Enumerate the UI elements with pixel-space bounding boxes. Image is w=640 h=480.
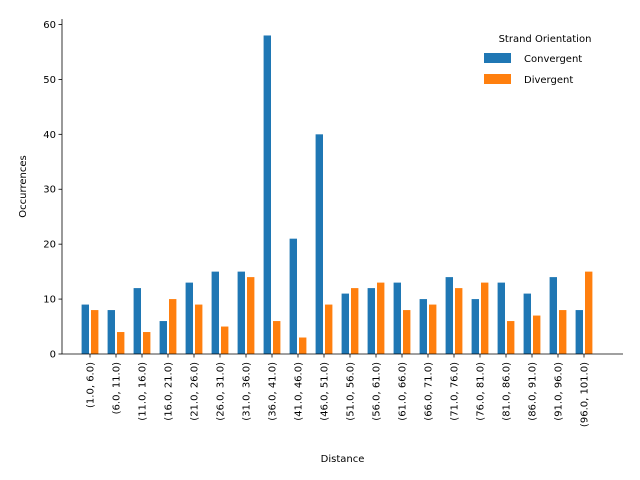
- x-tick-label-12: (61.0, 66.0): [398, 362, 409, 421]
- x-axis-ticks: (1.0, 6.0) (6.0, 11.0) (11.0, 16.0) (16.0, …: [86, 354, 591, 427]
- x-tick-label-4: (21.0, 26.0): [190, 362, 201, 421]
- bar-divergent-15: [481, 282, 489, 354]
- bar-divergent-19: [585, 271, 593, 354]
- bar-divergent-5: [221, 326, 229, 354]
- x-tick-label-2: (11.0, 16.0): [138, 362, 149, 421]
- bar-convergent-10: [341, 293, 349, 354]
- x-tick-label-13: (66.0, 71.0): [424, 362, 435, 421]
- x-tick-label-0: (1.0, 6.0): [86, 362, 97, 408]
- bar-divergent-3: [169, 299, 177, 354]
- bar-divergent-6: [247, 277, 255, 354]
- bar-divergent-7: [273, 321, 281, 354]
- bar-divergent-13: [429, 304, 437, 354]
- legend-swatch-convergent: [484, 53, 511, 63]
- bar-convergent-2: [133, 288, 141, 354]
- bar-divergent-9: [325, 304, 333, 354]
- x-tick-label-3: (16.0, 21.0): [164, 362, 175, 421]
- bar-divergent-4: [195, 304, 203, 354]
- bar-convergent-4: [185, 282, 193, 354]
- x-tick-label-5: (26.0, 31.0): [216, 362, 227, 421]
- y-tick-label-1: 10: [43, 295, 56, 306]
- x-tick-label-14: (71.0, 76.0): [450, 362, 461, 421]
- bar-convergent-14: [445, 277, 453, 354]
- x-tick-label-7: (36.0, 41.0): [268, 362, 279, 421]
- bar-divergent-8: [299, 337, 307, 354]
- y-axis-label: Occurrences: [18, 155, 29, 217]
- bar-divergent-14: [455, 288, 463, 354]
- bar-divergent-17: [533, 315, 541, 354]
- bar-convergent-19: [575, 310, 583, 354]
- bar-convergent-1: [107, 310, 115, 354]
- bar-divergent-12: [403, 310, 411, 354]
- x-tick-label-8: (41.0, 46.0): [294, 362, 305, 421]
- x-tick-label-15: (76.0, 81.0): [476, 362, 487, 421]
- bar-convergent-9: [315, 134, 323, 354]
- y-tick-label-5: 50: [43, 75, 56, 86]
- y-tick-label-6: 60: [43, 20, 56, 31]
- bar-divergent-16: [507, 321, 515, 354]
- legend-label-convergent: Convergent: [524, 54, 582, 65]
- bar-convergent-16: [497, 282, 505, 354]
- bar-convergent-8: [289, 238, 297, 354]
- bar-divergent-1: [117, 332, 125, 354]
- legend: Strand Orientation Convergent Divergent: [484, 34, 591, 86]
- y-tick-label-2: 20: [43, 240, 56, 251]
- legend-title: Strand Orientation: [499, 34, 592, 45]
- x-tick-label-11: (56.0, 61.0): [372, 362, 383, 421]
- bar-convergent-0: [81, 304, 89, 354]
- bar-convergent-3: [159, 321, 167, 354]
- y-axis-ticks: 0 10 20 30 40 50 60: [43, 20, 62, 361]
- x-tick-label-1: (6.0, 11.0): [112, 362, 123, 414]
- x-tick-label-17: (86.0, 91.0): [528, 362, 539, 421]
- x-tick-label-18: (91.0, 96.0): [554, 362, 565, 421]
- y-tick-label-4: 40: [43, 130, 56, 141]
- legend-swatch-divergent: [484, 74, 511, 84]
- y-tick-label-0: 0: [50, 350, 56, 361]
- bar-divergent-2: [143, 332, 151, 354]
- bar-convergent-6: [237, 271, 245, 354]
- x-axis-label: Distance: [321, 454, 365, 465]
- bar-convergent-13: [419, 299, 427, 354]
- bar-convergent-11: [367, 288, 375, 354]
- x-tick-label-10: (51.0, 56.0): [346, 362, 357, 421]
- bar-divergent-11: [377, 282, 385, 354]
- x-tick-label-19: (96.0, 101.0): [580, 362, 591, 427]
- x-tick-label-16: (81.0, 86.0): [502, 362, 513, 421]
- legend-label-divergent: Divergent: [524, 75, 573, 86]
- bar-convergent-12: [393, 282, 401, 354]
- bar-divergent-18: [559, 310, 567, 354]
- legend-items: Convergent Divergent: [484, 53, 582, 86]
- bar-divergent-0: [91, 310, 99, 354]
- bars-layer: [81, 35, 593, 354]
- bar-convergent-17: [523, 293, 531, 354]
- bar-convergent-5: [211, 271, 219, 354]
- bar-convergent-18: [549, 277, 557, 354]
- bar-convergent-7: [263, 35, 271, 354]
- bar-divergent-10: [351, 288, 359, 354]
- x-tick-label-6: (31.0, 36.0): [242, 362, 253, 421]
- x-tick-label-9: (46.0, 51.0): [320, 362, 331, 421]
- y-tick-label-3: 30: [43, 185, 56, 196]
- bar-convergent-15: [471, 299, 479, 354]
